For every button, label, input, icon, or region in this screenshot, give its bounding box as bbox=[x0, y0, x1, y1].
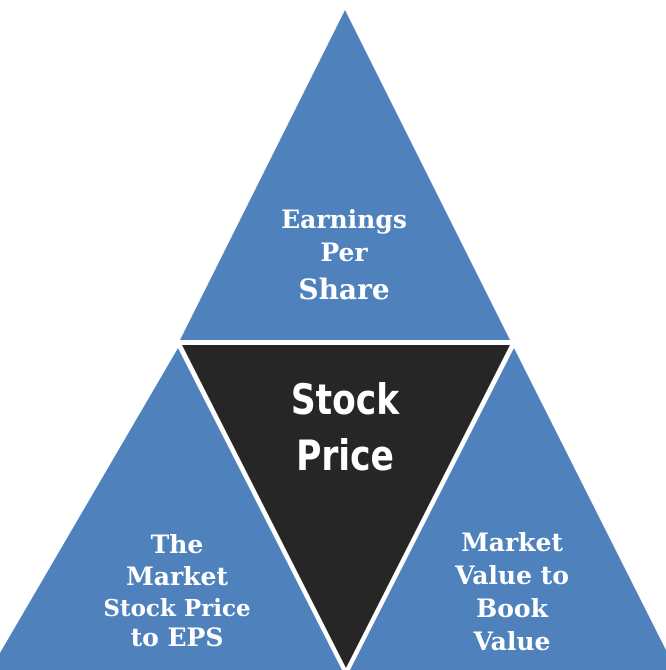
node-label: Stock Price bbox=[103, 595, 250, 622]
node-label: Value to bbox=[454, 561, 569, 590]
node-label: Market bbox=[461, 528, 563, 557]
node-label: Market bbox=[126, 562, 228, 591]
center-label: Price bbox=[296, 432, 394, 481]
center-triangle bbox=[182, 345, 510, 668]
right-triangle bbox=[350, 348, 666, 670]
top-triangle bbox=[180, 10, 510, 340]
left-triangle bbox=[0, 348, 342, 670]
node-label: Earnings bbox=[281, 205, 407, 234]
node-label: Book bbox=[476, 594, 548, 623]
node-label: Share bbox=[298, 273, 389, 306]
center-label: Stock bbox=[291, 376, 401, 425]
node-label: Per bbox=[320, 238, 368, 267]
node-label: to EPS bbox=[131, 623, 224, 652]
node-label: Value bbox=[473, 627, 551, 656]
node-label: The bbox=[151, 530, 204, 559]
